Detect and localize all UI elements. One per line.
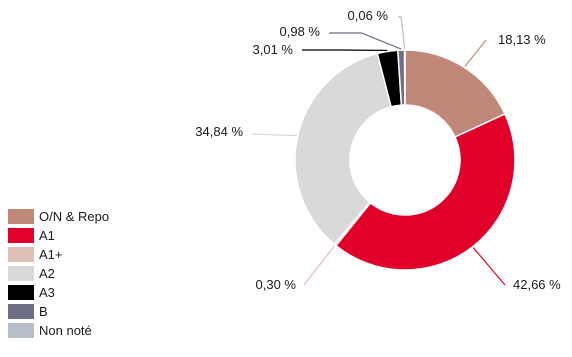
legend-label-a3: A3 xyxy=(39,285,55,300)
data-label-a1: 0,30 % xyxy=(256,277,297,292)
legend-label-b: B xyxy=(39,304,48,319)
slice-a1 xyxy=(336,114,515,270)
data-label-non-not: 0,06 % xyxy=(348,8,389,23)
leader-line-a2 xyxy=(252,134,297,136)
legend-label-o-n-repo: O/N & Repo xyxy=(39,209,109,224)
leader-line-b xyxy=(329,33,401,49)
legend-label-a2: A2 xyxy=(39,266,55,281)
leader-line-a1 xyxy=(473,248,505,285)
data-label-o-n-repo: 18,13 % xyxy=(498,32,546,47)
legend-label-non-not: Non noté xyxy=(39,323,92,338)
legend-label-a1: A1+ xyxy=(39,247,63,262)
legend-swatch-o-n-repo xyxy=(8,209,34,224)
data-label-a2: 34,84 % xyxy=(195,124,243,139)
legend-swatch-non-not xyxy=(8,323,34,338)
legend: O/N & Repo A1 A1+ A2 A3 B Non noté xyxy=(8,209,109,338)
leader-line-a1 xyxy=(304,246,335,285)
data-label-a1: 42,66 % xyxy=(513,277,561,292)
legend-swatch-a1 xyxy=(8,247,34,262)
legend-swatch-a1 xyxy=(8,228,34,243)
legend-swatch-a2 xyxy=(8,266,34,281)
legend-label-a1: A1 xyxy=(39,228,55,243)
data-label-b: 0,98 % xyxy=(280,24,321,39)
data-label-a3: 3,01 % xyxy=(253,42,294,57)
donut-slices xyxy=(295,50,515,270)
legend-swatch-a3 xyxy=(8,285,34,300)
leader-line-o-n-repo xyxy=(465,40,486,67)
leader-line-non-not xyxy=(398,17,405,49)
legend-swatch-b xyxy=(8,304,34,319)
